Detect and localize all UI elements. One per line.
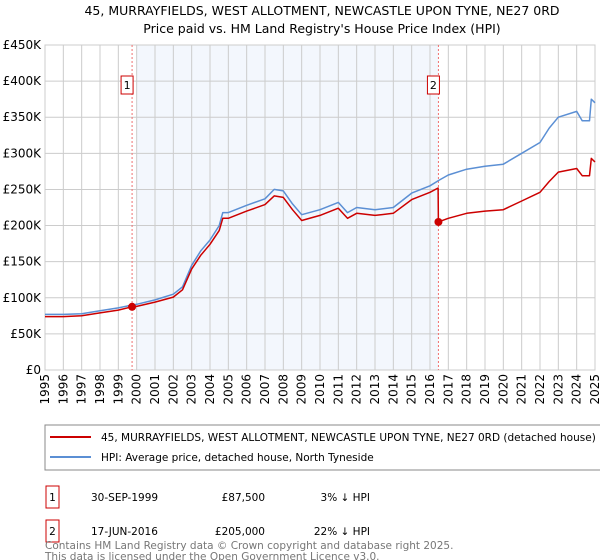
sale-point (434, 217, 443, 226)
x-tick-label: 2001 (148, 374, 162, 405)
x-tick-label: 1995 (38, 374, 52, 405)
y-tick-label: £150K (3, 255, 43, 269)
x-tick-label: 2019 (478, 374, 492, 405)
x-tick-label: 2010 (313, 374, 327, 405)
x-tick-label: 2005 (221, 374, 235, 405)
transaction-hpi-diff: 3% ↓ HPI (321, 492, 370, 504)
y-tick-label: £200K (3, 219, 43, 233)
sale-label: 1 (124, 79, 131, 92)
transaction-price: £87,500 (222, 492, 265, 504)
x-tick-label: 2014 (386, 374, 400, 405)
chart-title: 45, MURRAYFIELDS, WEST ALLOTMENT, NEWCAS… (84, 3, 559, 18)
y-tick-label: £0 (26, 363, 41, 377)
chart-subtitle: Price paid vs. HM Land Registry's House … (143, 21, 500, 36)
y-tick-label: £300K (3, 146, 43, 160)
x-tick-label: 2002 (166, 374, 180, 405)
x-tick-label: 2025 (588, 374, 600, 405)
x-tick-label: 1996 (56, 374, 70, 405)
x-tick-label: 2021 (515, 374, 529, 405)
y-tick-label: £400K (3, 74, 43, 88)
y-tick-label: £450K (3, 38, 43, 52)
x-tick-label: 2008 (276, 374, 290, 405)
plot-frame (44, 44, 596, 371)
x-tick-label: 2013 (368, 374, 382, 405)
x-tick-label: 2011 (331, 374, 345, 405)
property-price-line (45, 157, 596, 318)
transaction-row: 1 30-SEP-1999 £87,500 3% ↓ HPI (45, 485, 370, 509)
x-tick-label: 2000 (130, 374, 144, 405)
legend-label-hpi: HPI: Average price, detached house, Nort… (101, 452, 374, 464)
transaction-date: 30-SEP-1999 (91, 492, 158, 504)
transaction-number: 1 (49, 492, 56, 504)
x-tick-label: 2015 (405, 374, 419, 405)
y-tick-label: £350K (3, 110, 43, 124)
hpi-line (45, 98, 596, 316)
x-tick-label: 2024 (570, 374, 584, 405)
x-tick-label: 2020 (496, 374, 510, 405)
x-tick-label: 1999 (111, 374, 125, 405)
x-tick-label: 2022 (533, 374, 547, 405)
x-tick-label: 2003 (185, 374, 199, 405)
x-tick-label: 2009 (295, 374, 309, 405)
transaction-hpi-diff: 22% ↓ HPI (314, 526, 370, 538)
footer-copyright: Contains HM Land Registry data © Crown c… (45, 540, 453, 552)
transaction-price: £205,000 (215, 526, 265, 538)
sale-label: 2 (430, 79, 437, 92)
x-tick-label: 2023 (551, 374, 565, 405)
y-tick-label: £50K (10, 327, 42, 341)
x-tick-label: 1997 (75, 374, 89, 405)
x-tick-label: 2016 (423, 374, 437, 405)
sale-point (128, 302, 137, 311)
footer-license: This data is licensed under the Open Gov… (44, 551, 380, 560)
x-tick-label: 2012 (350, 374, 364, 405)
x-tick-label: 2007 (258, 374, 272, 405)
x-tick-label: 2018 (460, 374, 474, 405)
legend-box (44, 424, 600, 471)
legend-label-property: 45, MURRAYFIELDS, WEST ALLOTMENT, NEWCAS… (101, 432, 596, 444)
sale-label-box (426, 75, 440, 95)
y-tick-label: £250K (3, 182, 43, 196)
x-tick-label: 1998 (93, 374, 107, 405)
x-tick-label: 2004 (203, 374, 217, 405)
transaction-date: 17-JUN-2016 (91, 526, 158, 538)
sale-label-box (120, 75, 134, 95)
x-tick-label: 2006 (240, 374, 254, 405)
y-tick-label: £100K (3, 291, 43, 305)
transaction-number: 2 (49, 526, 56, 538)
x-tick-label: 2017 (441, 374, 455, 405)
transaction-row: 2 17-JUN-2016 £205,000 22% ↓ HPI (45, 519, 370, 543)
